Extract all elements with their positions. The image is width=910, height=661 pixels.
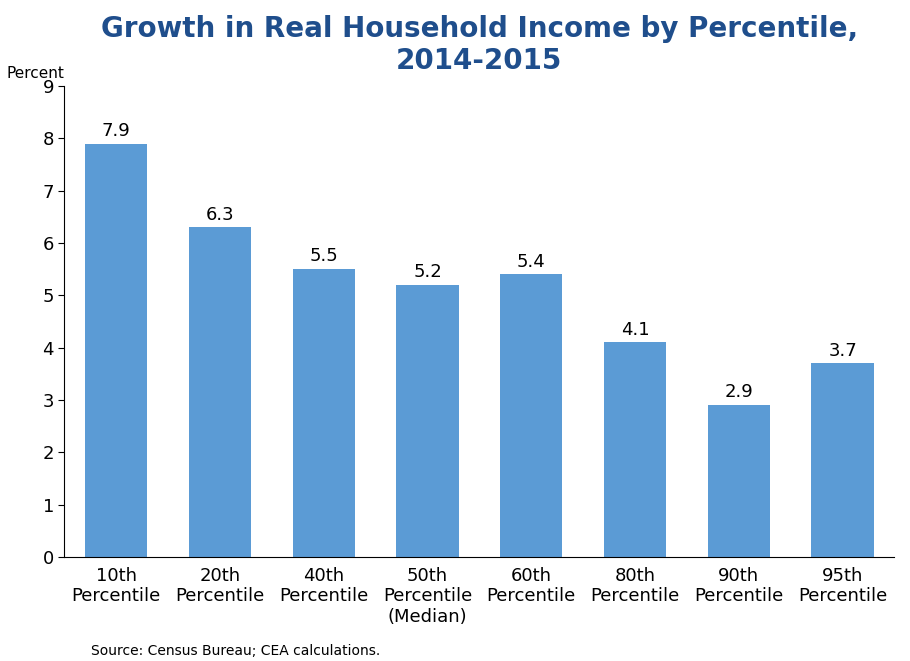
Bar (708, 405, 770, 557)
Bar (189, 227, 251, 557)
Text: 5.2: 5.2 (413, 263, 442, 281)
Text: 3.7: 3.7 (828, 342, 857, 360)
Text: Percent: Percent (6, 66, 64, 81)
Text: 5.5: 5.5 (309, 247, 339, 266)
Text: 2.9: 2.9 (724, 383, 753, 401)
Bar (397, 285, 459, 557)
Text: Source: Census Bureau; CEA calculations.: Source: Census Bureau; CEA calculations. (91, 644, 380, 658)
Text: 7.9: 7.9 (102, 122, 131, 140)
Text: 5.4: 5.4 (517, 253, 546, 271)
Bar (812, 364, 874, 557)
Text: 6.3: 6.3 (206, 206, 234, 223)
Text: 4.1: 4.1 (621, 321, 650, 338)
Bar (604, 342, 666, 557)
Bar (501, 274, 562, 557)
Bar (293, 269, 355, 557)
Title: Growth in Real Household Income by Percentile,
2014-2015: Growth in Real Household Income by Perce… (101, 15, 858, 75)
Bar (86, 143, 147, 557)
